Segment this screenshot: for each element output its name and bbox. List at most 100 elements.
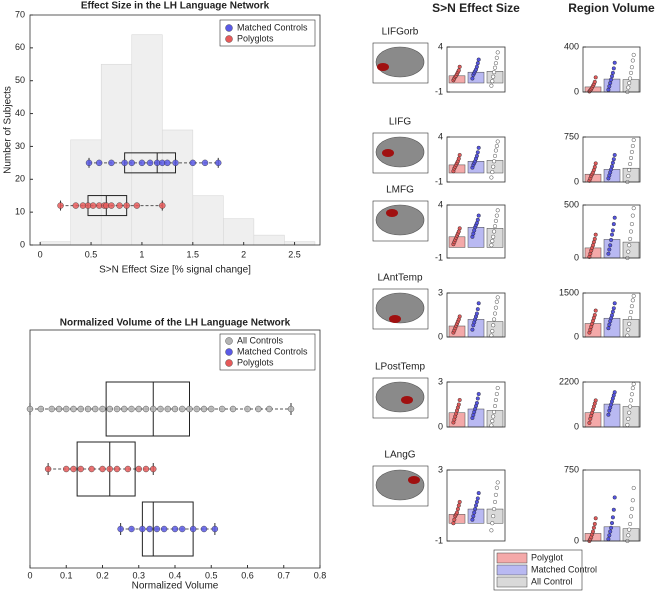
tick-label: 3 bbox=[438, 287, 443, 297]
data-point bbox=[200, 525, 208, 533]
plot-frame bbox=[446, 46, 506, 93]
tick-label: 0 bbox=[438, 331, 443, 341]
brain-icon bbox=[375, 204, 425, 236]
data-point bbox=[470, 76, 475, 81]
tick-label: 30 bbox=[15, 141, 25, 151]
data-point bbox=[593, 308, 598, 313]
data-point bbox=[493, 65, 498, 70]
data-point bbox=[593, 232, 598, 237]
data-point bbox=[208, 405, 215, 413]
data-point bbox=[146, 525, 153, 533]
data-point bbox=[493, 398, 498, 403]
tick-label: 0 bbox=[38, 249, 43, 259]
data-point bbox=[124, 465, 132, 473]
tick-label: 10 bbox=[15, 207, 25, 217]
brain-region bbox=[386, 209, 398, 217]
tick-label: 2200 bbox=[559, 376, 579, 386]
tick-label: -1 bbox=[435, 86, 443, 96]
bar bbox=[622, 406, 640, 428]
data-point bbox=[150, 465, 157, 473]
data-point bbox=[128, 525, 135, 533]
data-point bbox=[457, 499, 462, 504]
legend-marker bbox=[225, 337, 233, 345]
tick-label: 1500 bbox=[559, 287, 579, 297]
legend-swatch bbox=[496, 564, 528, 576]
data-point bbox=[591, 529, 596, 534]
tick-label: 750 bbox=[564, 131, 579, 141]
data-point bbox=[611, 222, 616, 227]
plot-frame bbox=[446, 292, 506, 338]
data-point bbox=[630, 213, 635, 218]
data-point bbox=[494, 299, 499, 304]
data-point bbox=[629, 304, 634, 309]
histogram-bar bbox=[253, 234, 285, 246]
data-point bbox=[593, 75, 598, 80]
data-point bbox=[610, 70, 615, 75]
data-point bbox=[493, 61, 498, 66]
tick-label: 0 bbox=[438, 421, 443, 431]
data-point bbox=[142, 465, 150, 473]
data-point bbox=[244, 405, 251, 413]
data-point bbox=[606, 251, 611, 256]
data-point bbox=[612, 60, 617, 65]
data-point bbox=[70, 465, 77, 473]
tick-label: 0 bbox=[574, 331, 579, 341]
data-point bbox=[146, 159, 154, 167]
data-point bbox=[160, 525, 168, 533]
tick-label: 60 bbox=[15, 42, 25, 52]
data-point bbox=[495, 139, 500, 144]
data-point bbox=[287, 405, 295, 413]
data-point bbox=[475, 396, 480, 401]
data-point bbox=[142, 405, 150, 413]
data-point bbox=[627, 167, 632, 172]
data-point bbox=[72, 202, 79, 209]
data-point bbox=[135, 465, 142, 473]
data-point bbox=[113, 465, 121, 473]
tick-label: 0 bbox=[574, 535, 579, 545]
legend-label: All Controls bbox=[237, 335, 284, 345]
brain-icon bbox=[375, 46, 425, 78]
plot-frame bbox=[582, 381, 641, 428]
region-label: LIFG bbox=[389, 117, 411, 128]
data-point bbox=[457, 398, 462, 403]
data-point bbox=[48, 405, 55, 413]
data-point bbox=[609, 525, 614, 530]
data-point bbox=[475, 61, 480, 66]
data-point bbox=[490, 170, 495, 175]
data-point bbox=[627, 410, 632, 415]
data-point bbox=[172, 159, 179, 167]
data-point bbox=[609, 77, 614, 82]
data-point bbox=[84, 405, 92, 413]
region-label: LIFGorb bbox=[382, 27, 419, 38]
data-point bbox=[476, 57, 481, 62]
region-label: LAngG bbox=[384, 450, 415, 461]
tick-label: 20 bbox=[15, 174, 25, 184]
data-point bbox=[628, 161, 633, 166]
legend-swatch bbox=[496, 576, 528, 588]
data-point bbox=[211, 525, 219, 533]
data-point bbox=[456, 402, 461, 407]
bar bbox=[603, 169, 621, 183]
column-title: Region Volume bbox=[568, 1, 655, 15]
data-point bbox=[88, 465, 95, 473]
data-point bbox=[491, 514, 496, 519]
data-point bbox=[629, 65, 634, 70]
data-point bbox=[629, 222, 634, 227]
data-point bbox=[475, 307, 480, 312]
data-point bbox=[609, 237, 614, 242]
data-point bbox=[63, 405, 70, 413]
data-point bbox=[37, 405, 45, 413]
data-point bbox=[628, 76, 633, 81]
data-point bbox=[476, 392, 481, 397]
data-point bbox=[492, 317, 497, 322]
data-point bbox=[193, 405, 200, 413]
brain-icon bbox=[375, 381, 425, 413]
data-point bbox=[121, 159, 128, 167]
legend-label: Polyglots bbox=[237, 357, 274, 367]
data-point bbox=[63, 465, 70, 473]
data-point bbox=[490, 79, 495, 84]
data-point bbox=[117, 525, 124, 533]
legend-label: Polyglots bbox=[237, 33, 274, 43]
data-point bbox=[218, 405, 226, 413]
